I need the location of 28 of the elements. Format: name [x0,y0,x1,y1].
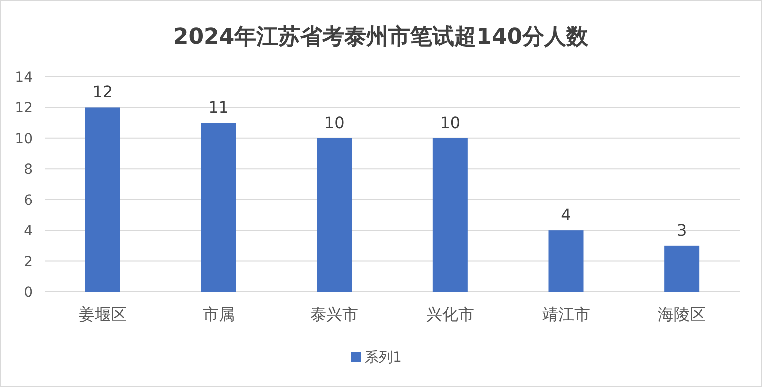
data-label: 10 [440,113,461,132]
bar [201,123,236,292]
y-tick-label: 2 [24,254,33,270]
x-tick-label: 海陵区 [658,305,706,324]
y-tick-label: 10 [15,131,33,148]
x-tick-label: 市属 [202,305,235,324]
y-tick-label: 6 [24,192,34,209]
legend-label: 系列1 [365,350,402,366]
x-tick-label: 泰兴市 [310,305,359,324]
x-tick-label: 姜堰区 [78,305,127,324]
bar [548,230,584,292]
y-tick-label: 12 [15,100,33,117]
y-tick-label: 8 [24,162,33,178]
y-tick-label: 14 [15,70,34,86]
y-tick-label: 4 [24,224,34,240]
x-tick-label: 靖江市 [542,305,590,324]
data-label: 11 [208,98,229,118]
data-label: 4 [561,206,572,225]
data-label: 10 [324,113,345,132]
chart-title: 2024年江苏省考泰州市笔试超140分人数 [173,24,590,50]
bar [664,246,700,292]
y-tick-label: 0 [24,285,33,301]
bar [85,108,120,292]
data-label: 3 [676,220,688,240]
data-label: 12 [92,82,114,102]
bar [432,138,468,292]
x-tick-label: 兴化市 [426,305,474,324]
bar [317,138,352,292]
